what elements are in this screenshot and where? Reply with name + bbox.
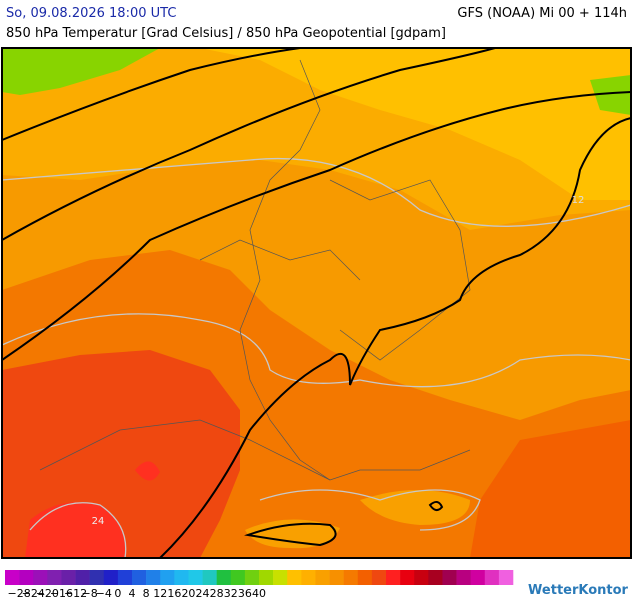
colorbar-label: 40 <box>252 587 266 600</box>
colorbar-label: 32 <box>224 587 238 600</box>
color-swatch <box>216 570 232 585</box>
colorbar-label: 24 <box>196 587 210 600</box>
datetime: So, 09.08.2026 18:00 UTC <box>6 6 177 21</box>
colorbar-label: 16 <box>167 587 181 600</box>
colorbar-label: −24 <box>22 587 45 600</box>
color-swatch <box>400 570 415 585</box>
color-swatch <box>61 570 76 585</box>
color-swatch <box>33 570 48 585</box>
color-swatch <box>498 570 514 585</box>
colorbar: −28−24−20−16−12−8−4 0 4 8 12 16 20 24 28 32 36 40 <box>5 570 514 600</box>
color-swatch <box>75 570 90 585</box>
color-swatch <box>343 570 359 585</box>
color-swatch <box>315 570 330 585</box>
color-swatch <box>160 570 175 585</box>
color-swatch <box>174 570 189 585</box>
colorbar-label: −28 <box>8 587 31 600</box>
contour-label: 24 <box>92 516 105 527</box>
contour <box>159 117 632 559</box>
isotherm <box>29 502 127 559</box>
field <box>2 48 160 95</box>
color-swatch <box>329 570 344 585</box>
color-swatch <box>230 570 246 585</box>
colorbar-label: −4 <box>96 587 112 600</box>
border <box>199 239 361 281</box>
field <box>245 519 340 549</box>
color-swatch <box>273 570 288 585</box>
color-swatch <box>456 570 471 585</box>
color-swatch <box>103 570 119 585</box>
border <box>329 179 471 361</box>
color-swatch <box>301 570 316 585</box>
isotherm <box>1 157 632 227</box>
contour <box>1 47 301 141</box>
colorbar-label: 20 <box>181 587 195 600</box>
color-swatch <box>357 570 373 585</box>
color-swatch <box>19 570 34 585</box>
color-swatch <box>428 570 443 585</box>
contour <box>1 91 632 361</box>
field <box>25 502 126 558</box>
color-swatch <box>470 570 486 585</box>
geopotential <box>1 47 632 559</box>
contour <box>428 501 444 511</box>
color-swatch <box>442 570 457 585</box>
border <box>239 59 471 481</box>
field <box>470 420 631 558</box>
color-swatch <box>188 570 203 585</box>
isotherms <box>1 157 632 559</box>
colorbar-label: −8 <box>82 587 98 600</box>
color-swatch <box>259 570 274 585</box>
colorbar-label: 12 <box>153 587 167 600</box>
color-swatch <box>5 570 20 585</box>
field <box>200 48 631 200</box>
logo: WetterKontor <box>528 583 629 598</box>
color-swatch <box>484 570 500 585</box>
color-swatch <box>414 570 429 585</box>
color-swatch <box>89 570 105 585</box>
subtitle: 850 hPa Temperatur [Grad Celsius] / 850 … <box>6 26 447 41</box>
color-swatch <box>371 570 387 585</box>
field <box>590 75 631 115</box>
colorbar-label: −16 <box>50 587 73 600</box>
colorbar-label: 36 <box>238 587 252 600</box>
contour <box>1 47 496 241</box>
color-swatch <box>287 570 302 585</box>
temperature-field <box>2 48 631 558</box>
color-swatch <box>132 570 147 585</box>
colorbar-label: 8 <box>143 587 150 600</box>
color-swatch <box>386 570 401 585</box>
color-swatch <box>244 570 260 585</box>
contour <box>244 522 337 547</box>
color-swatch <box>47 570 62 585</box>
color-swatch <box>146 570 161 585</box>
field <box>360 490 470 525</box>
colorbar-label: 28 <box>210 587 224 600</box>
colorbar-label: 0 <box>114 587 121 600</box>
colorbar-label: 4 <box>129 587 136 600</box>
isotherm <box>1 313 632 388</box>
color-swatch <box>202 570 217 585</box>
color-swatch <box>117 570 133 585</box>
border <box>39 419 331 481</box>
map-frame <box>1 47 632 559</box>
field <box>135 461 160 481</box>
colorbar-label: −20 <box>36 587 59 600</box>
model-run: GFS (NOAA) Mi 00 + 114h <box>457 6 627 21</box>
borders <box>39 59 471 481</box>
colorbar-label: −12 <box>64 587 87 600</box>
isotherm <box>259 489 481 531</box>
contour-label: 12 <box>572 195 585 206</box>
